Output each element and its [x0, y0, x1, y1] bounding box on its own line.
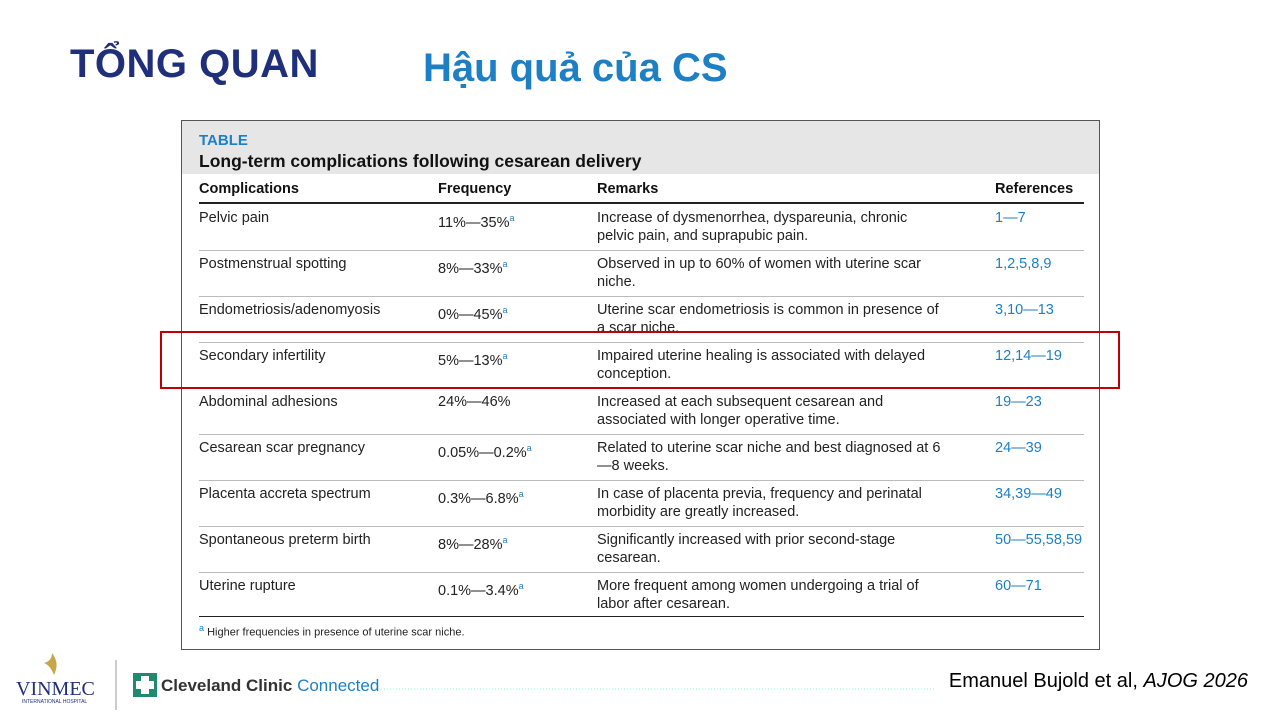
- row-rule: [199, 250, 1084, 251]
- frequency-note: a: [502, 535, 508, 545]
- frequency-note: a: [502, 305, 508, 315]
- cleveland-icon-cross: [136, 681, 154, 689]
- frequency: 0.05%—0.2%: [438, 444, 527, 461]
- remarks: Observed in up to 60% of women with uter…: [597, 256, 921, 290]
- references: 12,14—19: [995, 348, 1062, 364]
- highlight-box: [160, 331, 1120, 389]
- frequency-note: a: [526, 443, 532, 453]
- references: 60—71: [995, 578, 1042, 594]
- complication: Postmenstrual spotting: [199, 256, 347, 272]
- table-label: TABLE: [199, 132, 248, 149]
- frequency-cell: 8%—33%a: [438, 255, 508, 278]
- footnote-mark: a: [199, 623, 205, 633]
- logo-cleveland-name: Cleveland Clinic: [161, 676, 292, 695]
- frequency-note: a: [502, 259, 508, 269]
- remarks: Increase of dysmenorrhea, dyspareunia, c…: [597, 210, 908, 244]
- remarks: In case of placenta previa, frequency an…: [597, 486, 922, 520]
- slide-title: Hậu quả của CS: [423, 46, 728, 90]
- complication: Spontaneous preterm birth: [199, 532, 371, 548]
- vinmec-icon: [44, 653, 57, 675]
- section-title: TỔNG QUAN: [70, 42, 319, 86]
- references: 34,39—49: [995, 486, 1062, 502]
- remarks: Significantly increased with prior secon…: [597, 532, 896, 566]
- remarks: More frequent among women undergoing a t…: [597, 578, 919, 612]
- frequency-cell: 0.05%—0.2%a: [438, 439, 532, 462]
- frequency-cell: 0.1%—3.4%a: [438, 577, 524, 600]
- frequency-cell: 8%—28%a: [438, 531, 508, 554]
- references: 1,2,5,8,9: [995, 256, 1052, 272]
- table-caption: Long-term complications following cesare…: [199, 151, 642, 171]
- footnote: a Higher frequencies in presence of uter…: [199, 623, 465, 639]
- citation-journal: AJOG 2026: [1143, 670, 1248, 692]
- frequency: 0.3%—6.8%: [438, 490, 519, 507]
- frequency-cell: 24%—46%: [438, 393, 511, 411]
- complication: Secondary infertility: [199, 348, 326, 364]
- remarks: Impaired uterine healing is associated w…: [597, 348, 926, 382]
- complication: Abdominal adhesions: [199, 394, 338, 410]
- references: 19—23: [995, 394, 1042, 410]
- column-header: Complications: [199, 181, 299, 197]
- references: 3,10—13: [995, 302, 1054, 318]
- row-rule: [199, 480, 1084, 481]
- remarks: Related to uterine scar niche and best d…: [597, 440, 941, 474]
- frequency-note: a: [518, 489, 524, 499]
- row-rule: [199, 526, 1084, 527]
- frequency-note: a: [518, 581, 524, 591]
- logo-cleveland: Cleveland Clinic Connected: [161, 676, 379, 695]
- footnote-text: Higher frequencies in presence of uterin…: [207, 626, 465, 639]
- complication: Cesarean scar pregnancy: [199, 440, 366, 456]
- row-rule: [199, 434, 1084, 435]
- frequency-cell: 11%—35%a: [438, 209, 514, 232]
- row-rule: [199, 296, 1084, 297]
- complication: Placenta accreta spectrum: [199, 486, 371, 502]
- row-rule: [199, 572, 1084, 573]
- row-rule: [199, 342, 1084, 343]
- frequency: 5%—13%: [438, 352, 503, 369]
- frequency: 0.1%—3.4%: [438, 582, 519, 599]
- frequency: 8%—28%: [438, 536, 503, 553]
- frequency-note: a: [509, 213, 515, 223]
- citation-authors: Emanuel Bujold et al,: [948, 670, 1138, 692]
- frequency: 24%—46%: [438, 394, 511, 410]
- logo-cleveland-suffix: Connected: [297, 676, 379, 695]
- frequency-note: a: [502, 351, 508, 361]
- frequency-cell: 0.3%—6.8%a: [438, 485, 524, 508]
- footer-logos: VINMEC INTERNATIONAL HOSPITAL Cleveland …: [16, 653, 935, 710]
- complication: Endometriosis/adenomyosis: [199, 302, 381, 318]
- column-header: Remarks: [597, 181, 659, 197]
- frequency: 11%—35%: [438, 214, 510, 231]
- table-header-band: [182, 121, 1099, 174]
- references: 50—55,58,59: [995, 532, 1083, 548]
- references: 24—39: [995, 440, 1042, 456]
- logo-vinmec: VINMEC: [16, 678, 95, 700]
- column-header: Frequency: [438, 181, 512, 197]
- complication: Uterine rupture: [199, 578, 296, 594]
- logo-vinmec-sub: INTERNATIONAL HOSPITAL: [22, 699, 87, 705]
- complication: Pelvic pain: [199, 210, 270, 226]
- frequency-cell: 5%—13%a: [438, 347, 508, 370]
- column-header: References: [995, 181, 1074, 197]
- citation: Emanuel Bujold et al, AJOG 2026: [949, 670, 1248, 693]
- frequency: 8%—33%: [438, 260, 503, 277]
- frequency: 0%—45%: [438, 306, 503, 323]
- references: 1—7: [995, 210, 1026, 226]
- header-rule: [199, 202, 1084, 204]
- table-bottom-rule: [199, 616, 1084, 617]
- frequency-cell: 0%—45%a: [438, 301, 508, 324]
- remarks: Increased at each subsequent cesarean an…: [597, 394, 884, 428]
